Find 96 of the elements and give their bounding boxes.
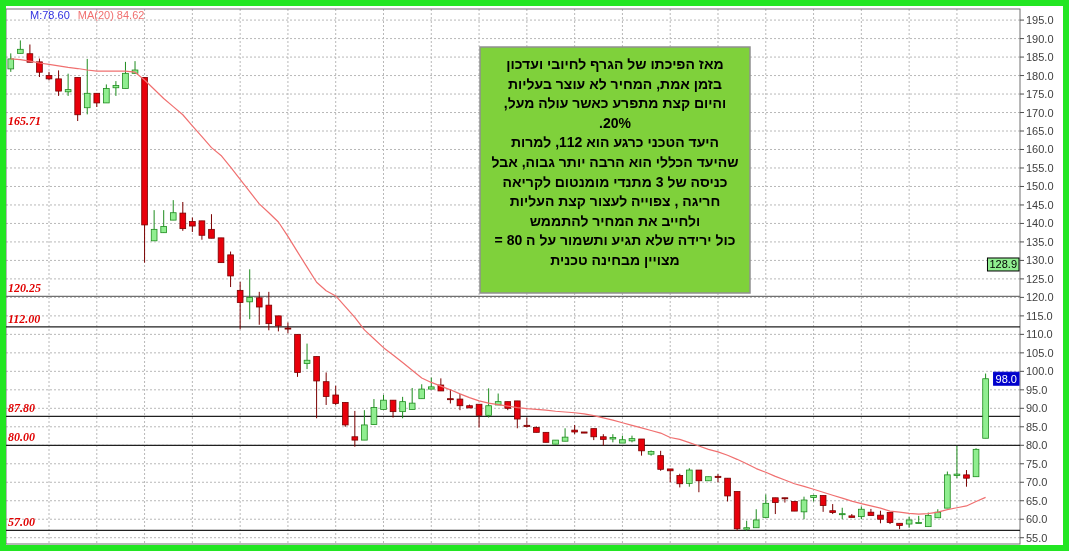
candlestick — [255, 291, 263, 326]
candlestick — [399, 396, 406, 419]
y-tick-label: 65.0 — [1026, 494, 1048, 507]
ref-line-label: 57.00 — [8, 515, 35, 530]
candlestick — [762, 493, 770, 518]
annotation: חריגה , צפוייה לעצור קצת העליות — [509, 193, 721, 210]
y-tick-label: 135.0 — [1026, 235, 1054, 248]
y-tick-label: 140.0 — [1026, 217, 1054, 230]
y-tick-label: 180.0 — [1026, 69, 1054, 82]
ref-line-label: 87.80 — [8, 401, 35, 416]
annotation: והיום קצת מתפרע כאשר עולה מעל, — [503, 95, 727, 112]
candlestick — [265, 291, 273, 331]
candlestick — [236, 281, 244, 330]
candlestick — [361, 409, 368, 441]
candlestick — [351, 410, 359, 448]
y-tick-label: 160.0 — [1026, 143, 1054, 156]
y-tick-label: 155.0 — [1026, 161, 1054, 174]
candlestick — [303, 343, 311, 370]
candlestick — [160, 209, 167, 234]
annotation: 20%. — [599, 114, 632, 131]
annotation: שהיעד הכללי הוא הרבה יותר גבוה, אבל — [491, 154, 739, 170]
candlestick — [322, 371, 330, 406]
annotation: ולחייב את המחיר להתממש — [529, 212, 701, 229]
ref-line-label: 112.00 — [8, 311, 41, 326]
y-tick-label: 80.0 — [1026, 439, 1048, 452]
y-tick-label: 110.0 — [1026, 328, 1053, 341]
y-tick-label: 130.0 — [1026, 254, 1054, 267]
annotation: 128.9 — [989, 258, 1017, 271]
candlestick — [953, 445, 961, 479]
candlestick — [800, 496, 808, 520]
candlestick — [55, 69, 62, 97]
candlestick — [485, 387, 492, 419]
y-tick-label: 125.0 — [1026, 272, 1054, 285]
y-tick-label: 70.0 — [1026, 476, 1048, 489]
ref-line-label: 120.25 — [8, 281, 41, 296]
annotation: מצויין מבחינה טכנית — [550, 252, 680, 268]
candlestick — [561, 427, 569, 442]
candlestick — [112, 80, 120, 97]
y-tick-label: 145.0 — [1026, 198, 1054, 211]
text: MA(20) 84.62 — [77, 9, 145, 21]
y-tick-label: 195.0 — [1026, 14, 1054, 27]
annotation: מאז הפיכתו של הגרף לחיובי ועדכון — [506, 56, 724, 72]
candlestick — [179, 201, 187, 232]
candlestick — [284, 322, 292, 334]
candlestick — [7, 52, 15, 73]
candlestick — [227, 251, 234, 288]
candlestick — [714, 473, 722, 483]
candlestick — [905, 516, 913, 529]
y-tick-label: 75.0 — [1026, 457, 1048, 470]
y-tick-label: 185.0 — [1026, 51, 1054, 64]
candlestick — [150, 209, 158, 242]
y-tick-label: 120.0 — [1026, 291, 1054, 304]
candlestick — [408, 387, 416, 410]
annotation: 165.71 — [8, 114, 41, 128]
y-tick-label: 165.0 — [1026, 125, 1054, 138]
y-tick-label: 100.0 — [1026, 365, 1054, 378]
y-tick-label: 55.0 — [1026, 531, 1048, 544]
candlestick — [103, 83, 110, 104]
candlestick — [208, 213, 215, 239]
y-tick-label: 95.0 — [1026, 383, 1048, 396]
candlestick — [122, 61, 129, 89]
annotation: בזמן אמת, המחיר לא עוצר בעליות — [508, 75, 722, 92]
candlestick — [83, 58, 91, 115]
candlestick — [64, 73, 72, 97]
candlestick — [523, 417, 531, 429]
candlestick — [370, 398, 378, 426]
candlestick — [695, 469, 703, 493]
candlestick — [246, 268, 253, 320]
candlestick — [781, 497, 789, 504]
y-tick-label: 150.0 — [1026, 180, 1054, 193]
y-tick-label: 175.0 — [1026, 88, 1054, 101]
candlestick — [475, 403, 483, 429]
annotation: כול ירידה שלא תגיע ותשמור על ה 80 = — [494, 232, 736, 249]
y-tick-label: 170.0 — [1026, 106, 1054, 119]
candlestick — [514, 400, 521, 429]
candlestick — [456, 393, 464, 411]
y-tick-label: 115.0 — [1026, 309, 1053, 322]
candlestick — [169, 199, 177, 221]
y-tick-label: 85.0 — [1026, 420, 1048, 433]
annotation: כניסה של 3 מתנדי מומנטום לקריאה — [502, 173, 728, 190]
candlestick — [752, 508, 760, 529]
y-tick-label: 190.0 — [1026, 32, 1054, 45]
y-tick-label: 90.0 — [1026, 402, 1048, 415]
ref-line-label: 80.00 — [8, 430, 35, 445]
y-tick-label: 60.0 — [1026, 513, 1048, 526]
candlestick — [332, 385, 339, 406]
annotation: M:78.60 — [30, 9, 70, 21]
candlestick — [342, 401, 349, 428]
candlestick — [724, 477, 731, 502]
text: 98.0 — [995, 372, 1017, 385]
candlestick — [686, 467, 693, 488]
candlestick — [657, 450, 664, 472]
annotation: היעד הטכני כרגע הוא 112, למרות — [511, 134, 719, 151]
candlestick — [609, 433, 617, 443]
y-tick-label: 105.0 — [1026, 346, 1054, 359]
candlestick — [198, 220, 206, 241]
